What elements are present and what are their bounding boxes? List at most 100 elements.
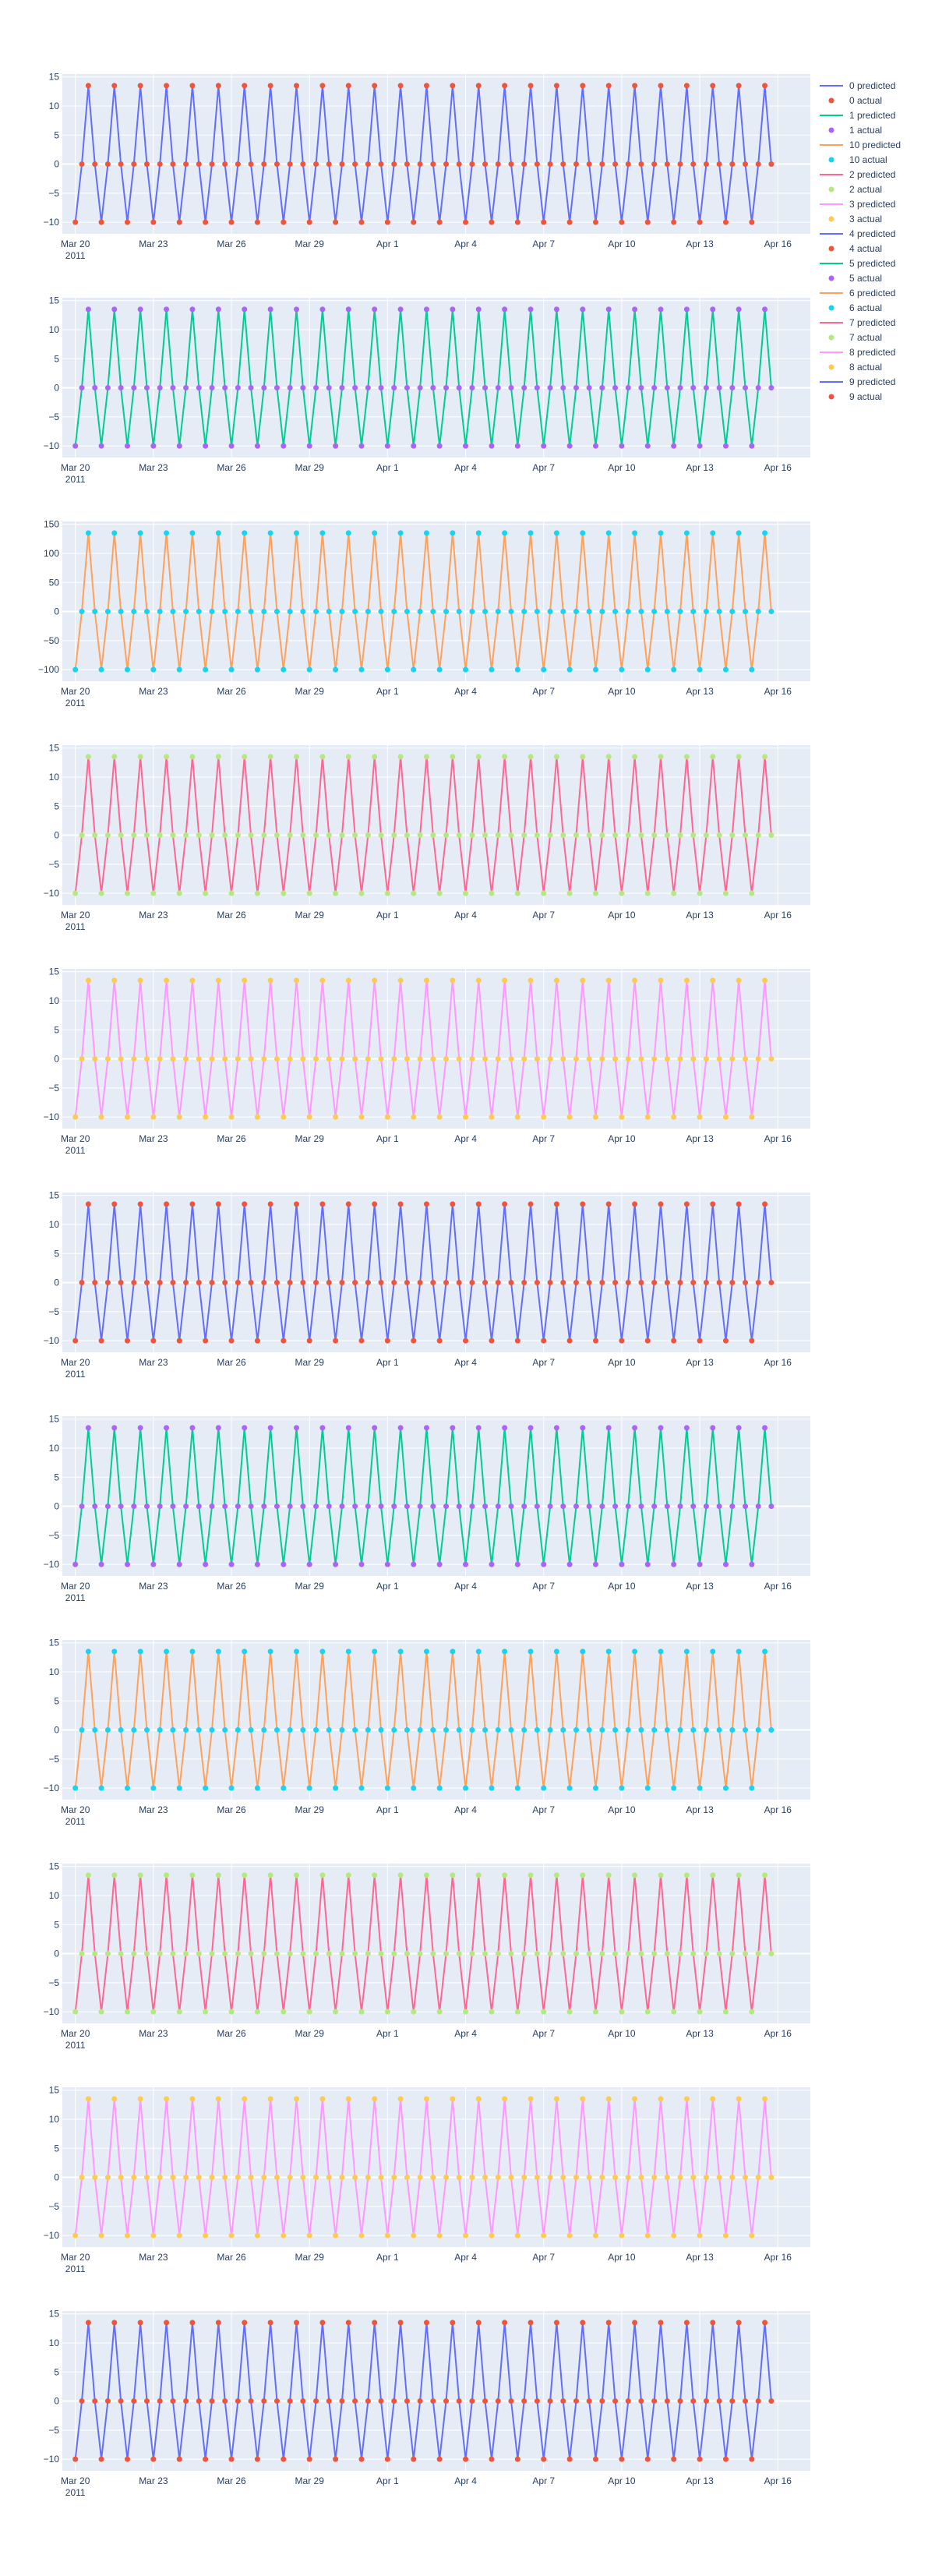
data-point [326, 161, 332, 168]
data-point [384, 2456, 390, 2462]
data-point [150, 890, 157, 896]
legend-item[interactable]: 2 predicted [820, 169, 895, 180]
data-point [104, 609, 111, 615]
data-point [273, 1727, 280, 1733]
data-point [514, 443, 520, 449]
data-point [176, 1561, 182, 1567]
data-point [358, 1114, 365, 1120]
legend-item[interactable]: 3 predicted [820, 199, 895, 210]
legend-item[interactable]: 5 predicted [820, 258, 895, 269]
data-point [384, 666, 390, 673]
data-point [280, 666, 287, 673]
data-point [157, 609, 163, 615]
data-point [339, 1951, 345, 1957]
data-point [417, 1951, 423, 1957]
data-point [404, 2398, 410, 2405]
legend-item[interactable]: 7 actual [828, 332, 883, 343]
data-point [644, 890, 651, 896]
data-point [196, 1727, 202, 1733]
data-point [762, 1201, 768, 1207]
legend-item[interactable]: 3 actual [828, 214, 883, 224]
data-point [365, 1951, 371, 1957]
legend-item[interactable]: 8 actual [828, 362, 883, 373]
data-point [502, 530, 508, 536]
data-point [391, 1280, 397, 1286]
data-point [450, 1648, 456, 1655]
data-point [527, 1201, 534, 1207]
data-point [104, 1280, 111, 1286]
data-point [98, 1114, 104, 1120]
legend-item[interactable]: 0 actual [828, 95, 883, 106]
data-point [196, 609, 202, 615]
data-point [697, 2232, 703, 2239]
legend-item[interactable]: 10 actual [828, 154, 887, 165]
data-point [384, 1561, 390, 1567]
y-tick-label: 0 [54, 606, 59, 617]
legend-item[interactable]: 1 actual [828, 125, 883, 136]
data-point [430, 832, 436, 839]
data-point [326, 2175, 332, 2181]
data-point [729, 1504, 736, 1510]
legend-item[interactable]: 4 actual [828, 243, 883, 254]
legend-item[interactable]: 9 predicted [820, 376, 895, 387]
legend-item[interactable]: 1 predicted [820, 110, 895, 121]
legend-item[interactable]: 6 predicted [820, 288, 895, 299]
legend-item[interactable]: 5 actual [828, 273, 883, 284]
data-point [215, 1425, 221, 1431]
data-point [690, 2398, 697, 2405]
data-point [710, 1201, 716, 1207]
data-point [644, 1114, 651, 1120]
data-point [391, 1056, 397, 1062]
x-tick-label: Apr 10 [608, 239, 636, 249]
data-point [280, 1561, 287, 1567]
data-point [235, 1504, 241, 1510]
data-point [716, 609, 722, 615]
data-point [235, 1727, 241, 1733]
legend-item[interactable]: 0 predicted [820, 80, 895, 91]
data-point [553, 977, 559, 984]
data-point [521, 161, 527, 168]
data-point [404, 161, 410, 168]
data-point [150, 1114, 157, 1120]
data-point [502, 754, 508, 760]
data-point [664, 1504, 670, 1510]
data-point [92, 1056, 98, 1062]
data-point [573, 2398, 579, 2405]
data-point [553, 2096, 559, 2102]
data-point [72, 443, 79, 449]
data-point [339, 832, 345, 839]
data-point [463, 2456, 469, 2462]
data-point [306, 2456, 312, 2462]
data-point [521, 1951, 527, 1957]
data-point [768, 832, 774, 839]
data-point [287, 609, 293, 615]
data-point [144, 161, 150, 168]
data-point [658, 2320, 664, 2326]
legend-item[interactable]: 7 predicted [820, 317, 895, 328]
data-point [683, 1648, 690, 1655]
legend-item[interactable]: 10 predicted [820, 140, 901, 150]
data-point [580, 2320, 586, 2326]
data-point [495, 1951, 501, 1957]
data-point [254, 2232, 260, 2239]
data-point [273, 609, 280, 615]
data-point [92, 609, 98, 615]
data-point [294, 2320, 300, 2326]
data-point [729, 1951, 736, 1957]
y-tick-label: −5 [48, 1306, 59, 1317]
legend-item[interactable]: 9 actual [828, 391, 883, 402]
data-point [593, 443, 599, 449]
data-point [482, 2398, 489, 2405]
legend-item[interactable]: 6 actual [828, 302, 883, 313]
data-point [749, 443, 755, 449]
legend-item[interactable]: 4 predicted [820, 228, 895, 239]
x-tick-label: Apr 10 [608, 910, 636, 921]
legend-item[interactable]: 8 predicted [820, 347, 895, 358]
data-point [573, 1056, 579, 1062]
data-point [566, 2456, 573, 2462]
data-point [209, 385, 215, 391]
legend-item[interactable]: 2 actual [828, 184, 883, 195]
data-point [658, 1872, 664, 1878]
data-point [664, 385, 670, 391]
x-tick-label: Apr 4 [454, 1357, 477, 1368]
